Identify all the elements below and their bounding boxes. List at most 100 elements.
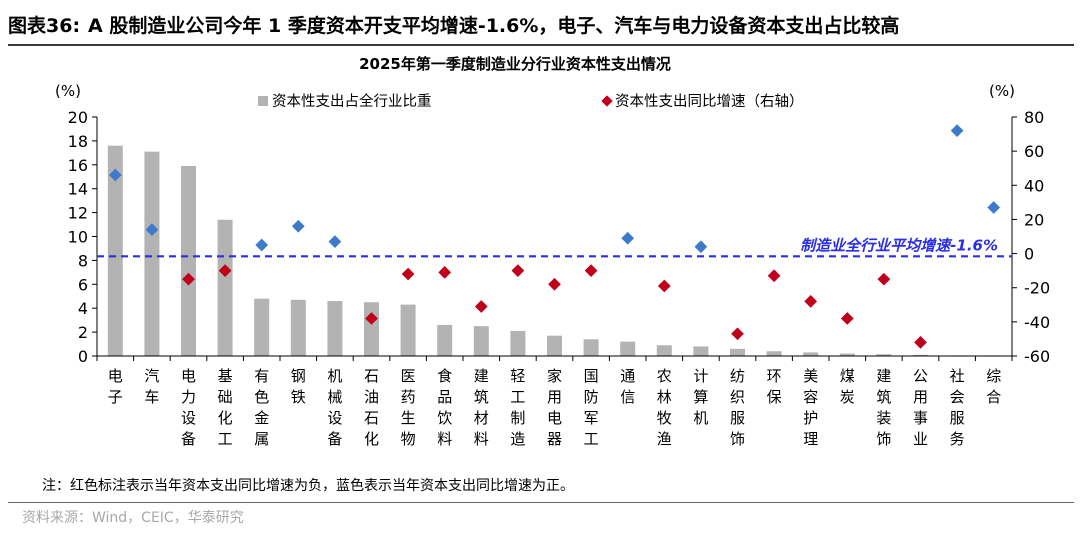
bar-14 — [583, 339, 599, 356]
left-tick-label: 16 — [68, 156, 88, 175]
bar-1 — [107, 145, 123, 356]
marker-10 — [438, 265, 452, 279]
right-tick-label: 60 — [1024, 142, 1044, 161]
x-tick-label: 煤炭 — [840, 367, 855, 406]
right-tick-label: 80 — [1024, 108, 1044, 127]
figure-heading: A 股制造业公司今年 1 季度资本开支平均增速-1.6%，电子、汽车与电力设备资… — [88, 15, 900, 37]
legend: 资本性支出占全行业比重 资本性支出同比增速（右轴） — [258, 92, 804, 110]
marker-24 — [950, 124, 964, 138]
bar-20 — [803, 352, 819, 356]
bar-2 — [144, 151, 160, 356]
marker-8 — [365, 312, 378, 325]
bar-19 — [766, 351, 782, 356]
right-tick-label: -20 — [1024, 279, 1050, 298]
x-tick-label: 机械设备 — [327, 367, 342, 448]
marker-15 — [621, 231, 635, 245]
bar-12 — [510, 330, 526, 356]
x-tick-label: 钢铁 — [291, 367, 306, 406]
marker-9 — [401, 267, 415, 281]
marker-20 — [804, 295, 818, 308]
chart-note: 注：红色标注表示当年资本支出同比增速为负，蓝色表示当年资本支出同比增速为正。 — [42, 478, 574, 494]
bar-21 — [839, 353, 855, 356]
marker-2 — [145, 223, 159, 237]
left-tick-label: 14 — [68, 180, 88, 199]
x-tick-label: 基础化工 — [218, 367, 233, 448]
marker-1 — [108, 168, 122, 182]
x-tick-label: 环保 — [767, 367, 782, 406]
marker-4 — [218, 264, 232, 278]
x-tick-label: 公用事业 — [913, 367, 928, 448]
bar-6 — [290, 299, 306, 356]
x-tick-label: 建筑材料 — [474, 367, 489, 448]
source-line: 资料来源：Wind，CEIC，华泰研究 — [22, 510, 244, 526]
right-tick-label: 20 — [1024, 210, 1044, 229]
left-tick-label: 10 — [68, 228, 88, 247]
x-tick-label: 综合 — [986, 367, 1001, 406]
bar-3 — [181, 165, 196, 356]
figure-title: 图表36: A 股制造业公司今年 1 季度资本开支平均增速-1.6%，电子、汽车与… — [8, 12, 1074, 40]
marker-11 — [474, 300, 488, 313]
x-tick-label: 国防军工 — [584, 367, 599, 448]
x-tick-label: 电力设备 — [181, 367, 196, 448]
marker-13 — [548, 277, 561, 291]
right-tick-label: -60 — [1024, 347, 1050, 366]
x-tick-label: 食品饮料 — [437, 367, 452, 448]
left-tick-label: 2 — [78, 323, 88, 342]
reference-line-label: 制造业全行业平均增速-1.6% — [800, 236, 998, 254]
bar-18 — [730, 348, 745, 356]
title-rule — [8, 44, 1074, 46]
bar-23 — [913, 354, 928, 356]
bar-9 — [400, 304, 416, 356]
x-tick-label: 美容护理 — [803, 367, 818, 448]
bar-8 — [364, 302, 379, 356]
x-tick-label: 家用电器 — [547, 367, 562, 448]
x-tick-label: 汽车 — [144, 367, 159, 406]
x-tick-label: 社会服务 — [950, 367, 965, 448]
marker-21 — [840, 312, 854, 325]
figure-label: 图表36: — [8, 15, 81, 37]
left-tick-label: 0 — [78, 347, 88, 366]
left-tick-label: 18 — [68, 132, 88, 151]
marker-25 — [987, 201, 1001, 214]
bar-16 — [656, 345, 672, 356]
left-tick-label: 12 — [68, 204, 88, 223]
x-tick-label: 有色金属 — [254, 367, 269, 448]
legend-marker-label: 资本性支出同比增速（右轴） — [615, 93, 804, 110]
bottom-rule — [8, 502, 1074, 503]
x-tick-label: 医药生物 — [401, 367, 416, 448]
x-tick-label: 计算机 — [693, 367, 708, 427]
legend-marker-swatch — [601, 95, 613, 107]
x-tick-label: 通信 — [620, 367, 635, 406]
x-tick-label: 电子 — [108, 367, 123, 406]
right-tick-label: -40 — [1024, 313, 1050, 332]
legend-bar-label: 资本性支出占全行业比重 — [272, 92, 432, 110]
marker-6 — [291, 219, 305, 233]
bar-15 — [620, 341, 636, 356]
left-tick-label: 4 — [78, 299, 88, 318]
left-tick-label: 20 — [68, 108, 88, 127]
x-tick-label: 石油石化 — [364, 367, 379, 448]
marker-23 — [914, 335, 927, 349]
x-tick-label: 纺织服饰 — [730, 367, 745, 448]
bar-5 — [254, 298, 270, 356]
right-axis-unit: (%) — [989, 82, 1015, 100]
marker-18 — [731, 327, 744, 341]
x-tick-label: 农林牧渔 — [657, 367, 672, 448]
marker-16 — [657, 279, 671, 293]
bar-22 — [876, 354, 892, 356]
marker-14 — [584, 264, 598, 278]
right-tick-label: 40 — [1024, 176, 1044, 195]
left-tick-label: 8 — [78, 251, 88, 270]
bar-10 — [437, 324, 453, 356]
chart-title: 2025年第一季度制造业分行业资本性支出情况 — [359, 55, 671, 73]
legend-bar-swatch — [258, 96, 268, 106]
marker-7 — [328, 235, 342, 248]
bar-7 — [327, 301, 343, 356]
plot-area: 0 2 4 6 8 10 12 14 16 18 20 -60 -40 -20 0 20 40 60 80 电子汽车电… — [68, 108, 1051, 448]
x-tick-label: 建筑装饰 — [876, 367, 891, 448]
marker-5 — [255, 238, 269, 252]
marker-17 — [694, 240, 708, 254]
marker-3 — [182, 272, 195, 286]
bar-11 — [473, 326, 489, 356]
